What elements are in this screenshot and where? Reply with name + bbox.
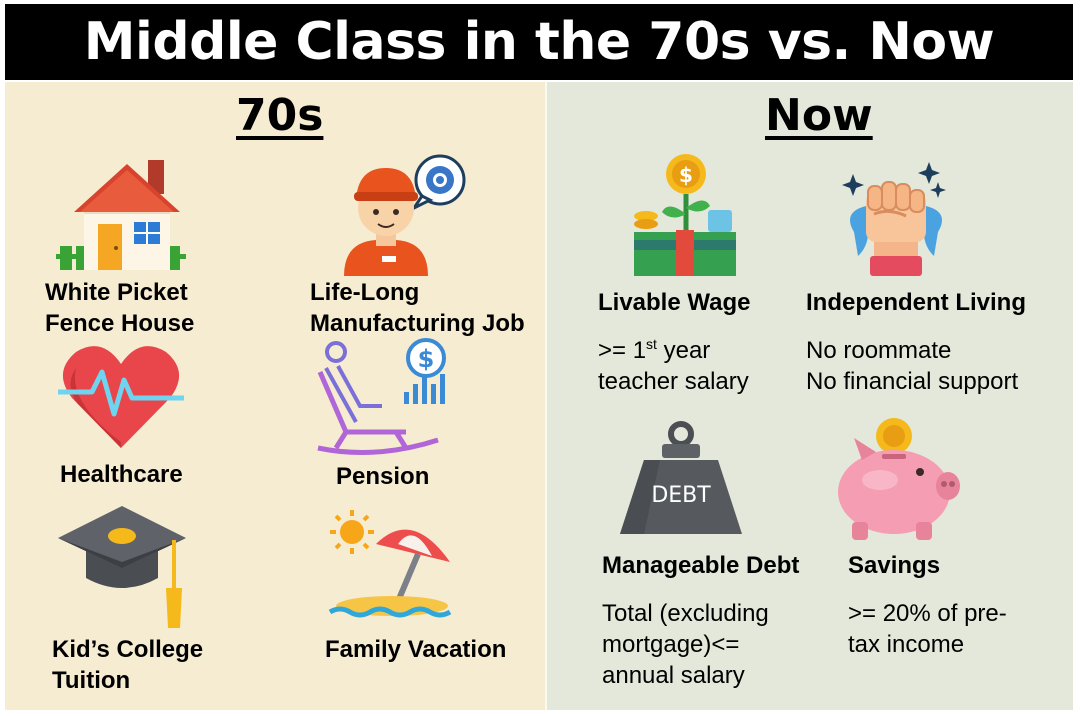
label-house-line1: White Picket [45, 279, 188, 306]
desc-debt-line2: mortgage)<= [602, 631, 740, 658]
label-job-line2: Manufacturing Job [310, 310, 525, 337]
label-tuition-line1: Kid’s College [52, 636, 204, 663]
heart-icon [58, 346, 184, 448]
money-plant-icon: $ [634, 154, 736, 276]
label-savings: Savings [848, 552, 941, 579]
desc-savings-line2: tax income [848, 631, 965, 658]
title-bar: Middle Class in the 70s vs. Now [5, 4, 1073, 80]
desc-independent-living-line1: No roommate [806, 337, 952, 364]
desc-savings-line1: >= 20% of pre- [848, 600, 1007, 627]
label-vacation: Family Vacation [325, 636, 507, 663]
desc-independent-living-line2: No financial support [806, 368, 1019, 395]
piggy-bank-icon [838, 418, 960, 540]
desc-livable-wage-line2: teacher salary [598, 368, 749, 395]
debt-weight-icon: DEBT [620, 421, 742, 534]
graduation-cap-icon [58, 506, 186, 628]
desc-debt-line3: annual salary [602, 662, 745, 689]
label-livable-wage: Livable Wage [598, 289, 751, 316]
panel-divider [545, 82, 547, 710]
panel-now [547, 82, 1073, 710]
svg-text:$: $ [679, 163, 693, 187]
label-house-line2: Fence House [45, 310, 195, 337]
house-icon [56, 160, 186, 270]
label-manageable-debt: Manageable Debt [602, 552, 800, 579]
label-pension: Pension [336, 463, 430, 490]
raised-fist-icon [842, 162, 946, 276]
beach-umbrella-icon [328, 510, 452, 618]
heading-now: Now [765, 90, 873, 141]
svg-text:$: $ [418, 345, 435, 373]
worker-icon [344, 154, 466, 276]
desc-debt-line1: Total (excluding [602, 600, 769, 627]
label-independent-living: Independent Living [806, 289, 1026, 316]
heading-70s: 70s [236, 90, 324, 141]
rocking-chair-icon: $ [317, 338, 446, 455]
page-title: Middle Class in the 70s vs. Now [83, 12, 995, 72]
label-job-line1: Life-Long [310, 279, 420, 306]
label-healthcare: Healthcare [60, 461, 183, 488]
label-tuition-line2: Tuition [52, 667, 131, 694]
debt-text: DEBT [651, 483, 711, 508]
desc-livable-wage-line1: >= 1st year [598, 336, 711, 364]
